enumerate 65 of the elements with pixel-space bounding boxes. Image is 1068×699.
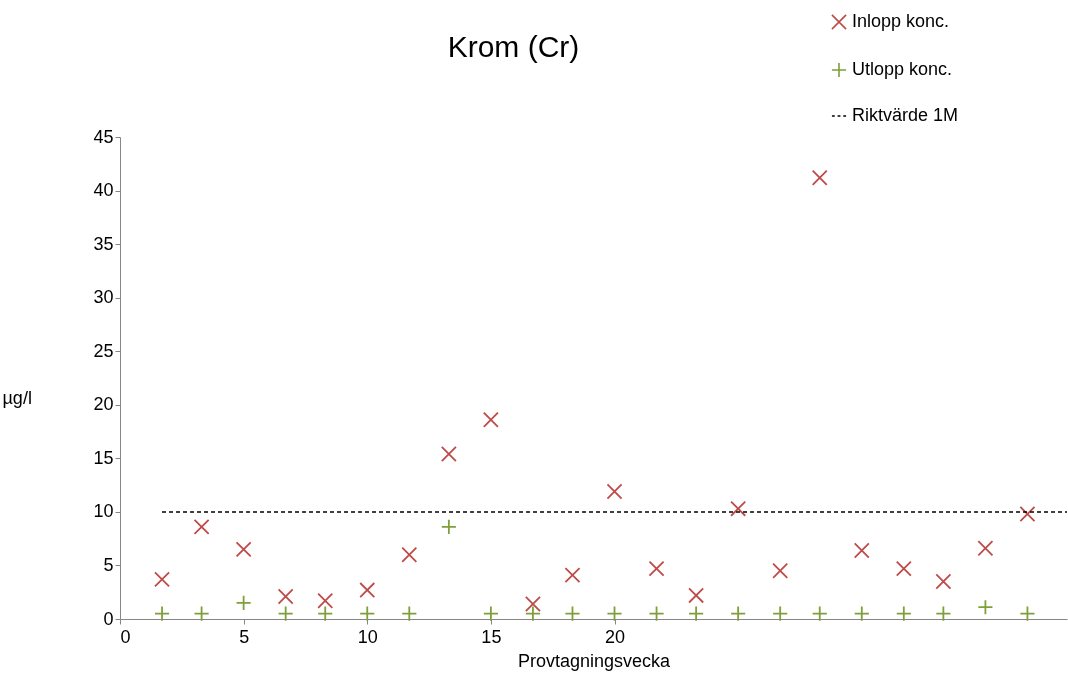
y-tick-label: 25: [93, 340, 114, 361]
point: [440, 446, 457, 463]
x-tick-label: 20: [605, 626, 626, 647]
legend-label: Riktvärde 1M: [852, 105, 959, 125]
x-tick-label: 0: [120, 626, 131, 647]
point: [277, 588, 294, 605]
x-axis-title: Provtagningsvecka: [517, 650, 672, 671]
point: [977, 540, 994, 557]
point: [688, 587, 705, 604]
point: [235, 594, 252, 611]
y-tick-label: 35: [93, 233, 114, 254]
point: [811, 605, 828, 622]
y-tick-label: 0: [103, 608, 114, 629]
y-tick-label: 40: [93, 180, 114, 201]
point: [564, 567, 581, 584]
point: [1019, 506, 1036, 522]
point: [277, 605, 294, 622]
point: [895, 605, 912, 622]
point: [564, 605, 581, 622]
point: [193, 605, 210, 622]
point: [772, 605, 789, 622]
legend-label: Utlopp konc.: [852, 59, 953, 79]
point: [606, 483, 623, 500]
point: [317, 592, 334, 609]
point: [853, 542, 870, 559]
y-tick-label: 10: [93, 501, 114, 522]
x-tick-label: 5: [239, 626, 250, 647]
point: [359, 605, 376, 622]
point: [648, 560, 665, 577]
point: [154, 605, 170, 622]
point: [688, 605, 705, 622]
point: [524, 596, 541, 612]
chart-title: Krom (Cr): [447, 30, 580, 63]
point: [440, 518, 457, 535]
point: [977, 599, 994, 616]
point: [1019, 605, 1036, 622]
y-tick-label: 15: [93, 447, 114, 468]
point: [317, 605, 334, 622]
x-tick-label: 10: [357, 626, 378, 647]
point: [730, 500, 747, 517]
point: [935, 605, 952, 622]
point: [606, 605, 623, 622]
point: [772, 562, 789, 579]
point: [648, 605, 665, 622]
point: [811, 169, 828, 186]
point: [482, 411, 499, 428]
point: [401, 605, 418, 622]
x-tick-label: 15: [481, 626, 502, 647]
point: [853, 605, 870, 622]
point: [895, 560, 912, 577]
y-tick-label: 45: [93, 126, 114, 147]
point: [401, 546, 418, 563]
point: [730, 605, 747, 622]
point: [482, 605, 499, 622]
point: [235, 541, 252, 558]
y-tick-label: 30: [93, 287, 114, 308]
point: [154, 571, 170, 588]
y-tick-label: 5: [103, 554, 114, 575]
point: [193, 518, 210, 535]
y-axis-title: µg/l: [2, 387, 32, 408]
point: [935, 573, 952, 590]
point: [359, 582, 376, 599]
y-tick-label: 20: [93, 394, 114, 415]
legend-label: Inlopp konc.: [852, 11, 950, 31]
point: [524, 605, 541, 622]
